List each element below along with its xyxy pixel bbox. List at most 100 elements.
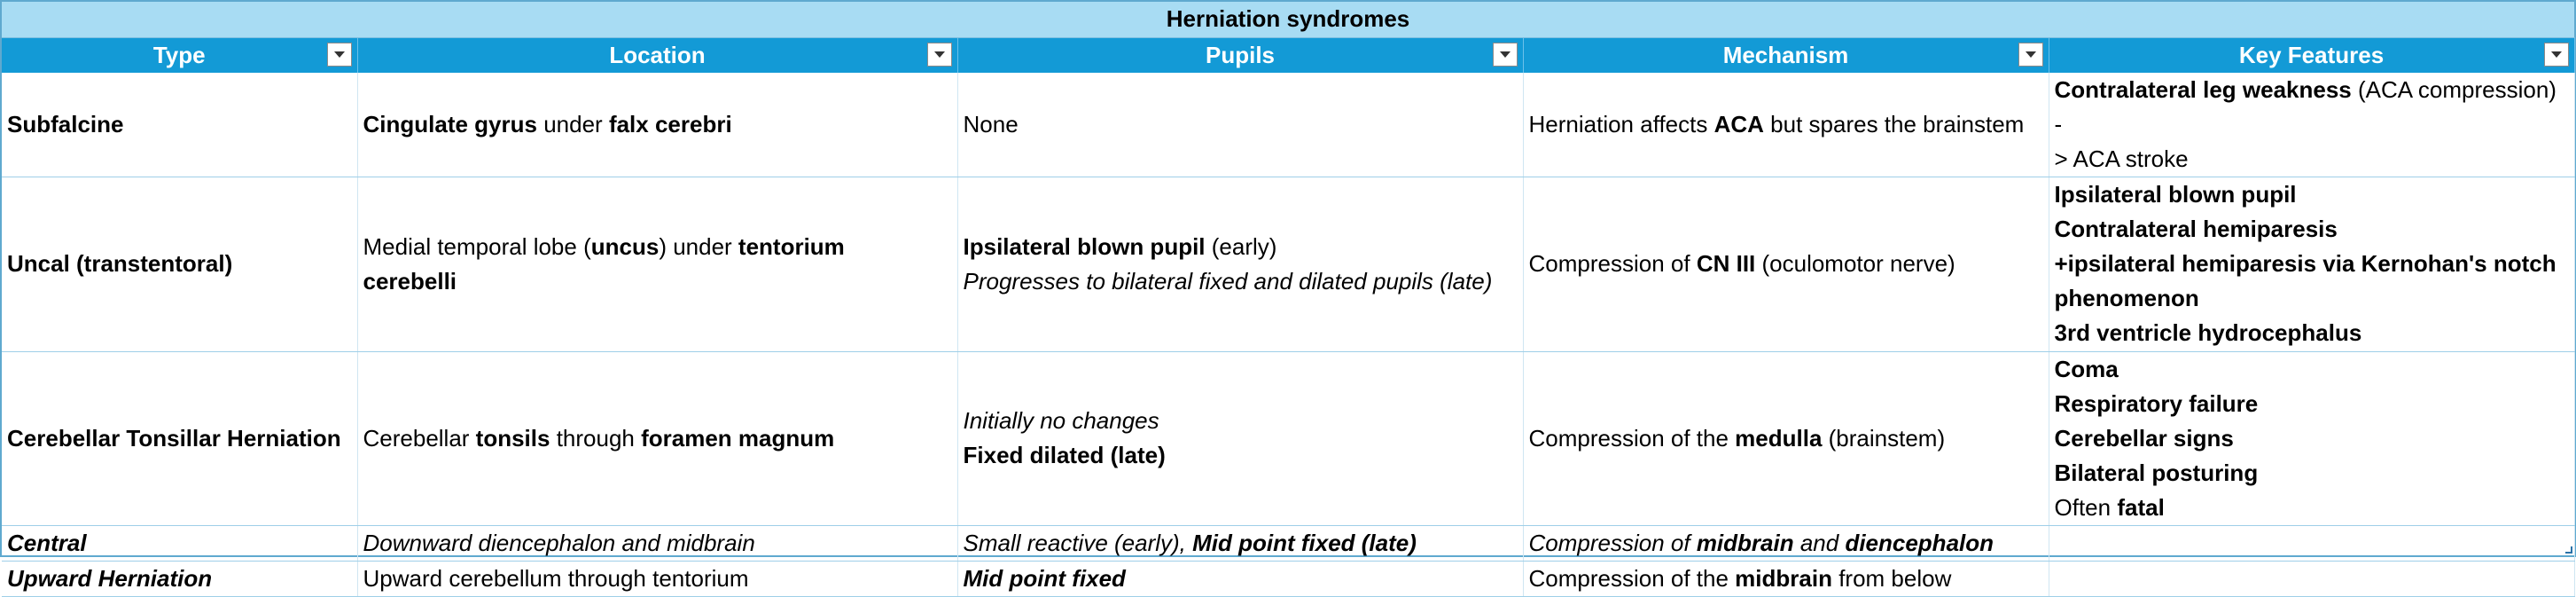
text-run: midbrain xyxy=(1735,564,1832,592)
header-location[interactable]: Location xyxy=(357,37,958,73)
text-run: Contralateral leg weakness xyxy=(2054,75,2352,103)
text-run: Cerebellar signs xyxy=(2054,424,2234,452)
text-run: Bilateral posturing xyxy=(2054,459,2259,486)
text-run: (oculomotor nerve) xyxy=(1755,250,1955,277)
text-run: Often xyxy=(2054,493,2118,521)
header-type[interactable]: Type xyxy=(2,37,358,73)
text-run: CN III xyxy=(1696,250,1756,277)
header-location-label: Location xyxy=(609,41,706,68)
text-run: Medial temporal lobe ( xyxy=(363,232,591,260)
table-title[interactable]: Herniation syndromes xyxy=(2,2,2575,38)
text-run: foramen magnum xyxy=(641,424,835,452)
cell-type[interactable]: Uncal (transtentoral) xyxy=(2,177,358,352)
text-run: Initially no changes xyxy=(963,407,1159,434)
text-run: diencephalon xyxy=(1845,529,1994,556)
cell-type[interactable]: Central xyxy=(2,525,358,562)
text-run: Herniation affects xyxy=(1528,110,1714,137)
text-run: Coma xyxy=(2054,355,2119,382)
cell-location[interactable]: Cerebellar tonsils through foramen magnu… xyxy=(357,351,958,526)
table-title-row: Herniation syndromes xyxy=(2,2,2575,38)
cell-key-features[interactable] xyxy=(2049,525,2575,562)
cell-pupils[interactable]: Mid point fixed xyxy=(957,561,1524,597)
text-run: tonsils xyxy=(475,424,550,452)
text-run: +ipsilateral hemiparesis via Kernohan's … xyxy=(2054,250,2556,277)
text-run: and xyxy=(1793,529,1846,556)
cell-location[interactable]: Upward cerebellum through tentorium xyxy=(357,561,958,597)
cell-location[interactable]: Downward diencephalon and midbrain xyxy=(357,525,958,562)
text-run: Cingulate gyrus xyxy=(363,110,537,137)
text-run: (brainstem) xyxy=(1822,424,1946,452)
filter-dropdown-icon[interactable] xyxy=(2543,42,2569,67)
filter-dropdown-icon[interactable] xyxy=(2018,42,2043,67)
cell-pupils[interactable]: Initially no changes Fixed dilated (late) xyxy=(957,351,1524,526)
table-resize-handle-icon[interactable] xyxy=(2565,546,2572,554)
text-run: falx cerebri xyxy=(608,110,732,137)
text-run: but spares the brainstem xyxy=(1763,110,2025,137)
header-key-features[interactable]: Key Features xyxy=(2049,37,2575,73)
text-run: Respiratory failure xyxy=(2054,389,2259,417)
cell-type[interactable]: Subfalcine xyxy=(2,72,358,177)
header-pupils-label: Pupils xyxy=(1205,41,1275,68)
text-run: Contralateral hemiparesis xyxy=(2054,216,2338,242)
text-run: Ipsilateral blown pupil xyxy=(963,232,1206,260)
text-run: Compression of xyxy=(1528,250,1697,277)
text-run: phenomenon xyxy=(2054,285,2199,311)
cell-location[interactable]: Cingulate gyrus under falx cerebri xyxy=(357,72,958,177)
cell-mechanism[interactable]: Compression of midbrain and diencephalon xyxy=(1523,525,2049,562)
text-run: Fixed dilated (late) xyxy=(963,442,1166,468)
text-run: Ipsilateral blown pupil xyxy=(2054,181,2297,208)
text-run: cerebelli xyxy=(363,267,457,295)
table-row: Subfalcine Cingulate gyrus under falx ce… xyxy=(2,72,2575,177)
text-run: under xyxy=(536,110,609,137)
cell-key-features[interactable] xyxy=(2049,561,2575,597)
header-row: Type Location Pupils Mechanism Key Featu… xyxy=(2,37,2575,73)
filter-dropdown-icon[interactable] xyxy=(926,42,952,67)
cell-key-features[interactable]: Ipsilateral blown pupil Contralateral hem… xyxy=(2049,177,2575,352)
text-run: Compression of the xyxy=(1528,424,1736,452)
header-mechanism[interactable]: Mechanism xyxy=(1523,37,2049,73)
text-run: ) under xyxy=(659,232,738,260)
text-run: Compression of the xyxy=(1528,564,1736,592)
filter-dropdown-icon[interactable] xyxy=(1492,42,1518,67)
header-mechanism-label: Mechanism xyxy=(1722,41,1849,68)
cell-mechanism[interactable]: Compression of the medulla (brainstem) xyxy=(1523,351,2049,526)
cell-key-features[interactable]: Coma Respiratory failure Cerebellar signs B… xyxy=(2049,351,2575,526)
text-run: midbrain xyxy=(1696,529,1794,556)
table-row: Uncal (transtentoral) Medial temporal lo… xyxy=(2,177,2575,352)
text-run: Compression of xyxy=(1528,529,1697,556)
header-key-features-label: Key Features xyxy=(2238,41,2385,68)
cell-key-features[interactable]: Contralateral leg weakness (ACA compress… xyxy=(2049,72,2575,177)
text-run: None xyxy=(963,110,1019,137)
filter-dropdown-icon[interactable] xyxy=(326,42,352,67)
text-run: fatal xyxy=(2117,493,2165,521)
cell-type[interactable]: Cerebellar Tonsillar Herniation xyxy=(2,351,358,526)
table-row: Upward Herniation Upward cerebellum thro… xyxy=(2,561,2575,597)
text-run: uncus xyxy=(590,232,660,260)
text-run: Progresses to bilateral fixed and dilate… xyxy=(963,267,1493,295)
text-run: Cerebellar xyxy=(363,424,476,452)
header-type-label: Type xyxy=(152,41,206,68)
text-run: > ACA stroke xyxy=(2054,145,2189,172)
table-row: Central Downward diencephalon and midbra… xyxy=(2,525,2575,562)
text-run: Small reactive (early), xyxy=(963,529,1193,556)
text-run: 3rd ventricle hydrocephalus xyxy=(2054,319,2362,346)
text-run: from below xyxy=(1831,564,1952,592)
cell-pupils[interactable]: None xyxy=(957,72,1524,177)
cell-mechanism[interactable]: Compression of the midbrain from below xyxy=(1523,561,2049,597)
text-run: ACA xyxy=(1713,110,1764,137)
text-run: through xyxy=(550,424,642,452)
cell-type[interactable]: Upward Herniation xyxy=(2,561,358,597)
cell-mechanism[interactable]: Herniation affects ACA but spares the br… xyxy=(1523,72,2049,177)
text-run: medulla xyxy=(1735,424,1823,452)
cell-pupils[interactable]: Ipsilateral blown pupil (early) Progresse… xyxy=(957,177,1524,352)
text-run: (ACA compression) - xyxy=(2054,75,2556,137)
header-pupils[interactable]: Pupils xyxy=(957,37,1524,73)
cell-location[interactable]: Medial temporal lobe (uncus) under tento… xyxy=(357,177,958,352)
text-run: tentorium xyxy=(738,232,845,260)
cell-pupils[interactable]: Small reactive (early), Mid point fixed … xyxy=(957,525,1524,562)
cell-mechanism[interactable]: Compression of CN III (oculomotor nerve) xyxy=(1523,177,2049,352)
text-run: (early) xyxy=(1205,232,1277,260)
text-run: Mid point fixed (late) xyxy=(1192,529,1417,556)
